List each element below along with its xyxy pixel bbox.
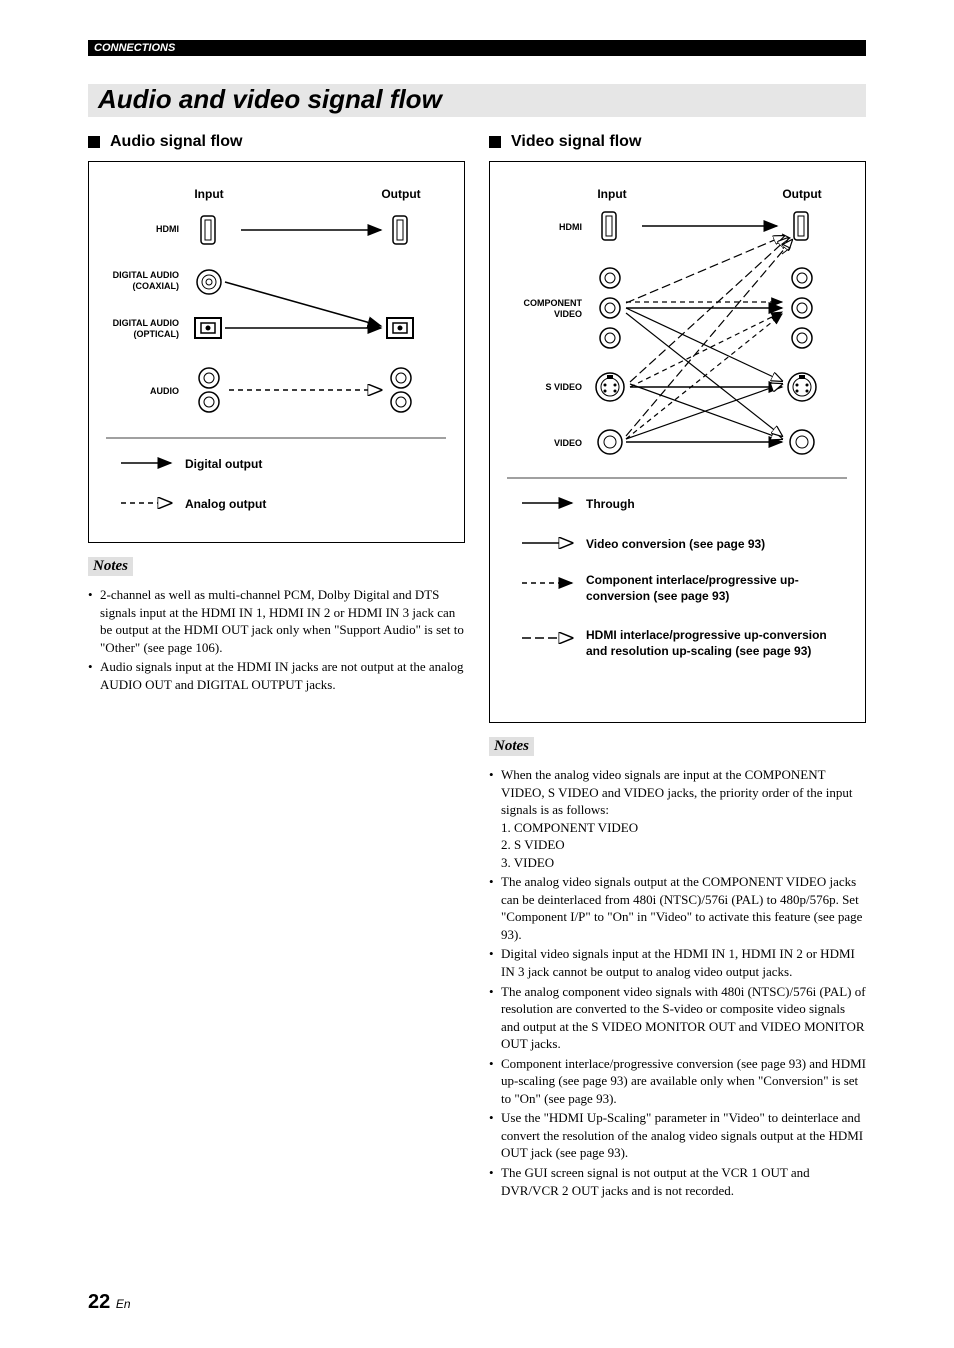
coax-to-opt-arrow — [225, 282, 381, 326]
row-comp: COMPONENT — [524, 298, 583, 308]
page-suffix: En — [116, 1297, 131, 1311]
note-item: Use the "HDMI Up-Scaling" parameter in "… — [489, 1109, 866, 1162]
hdmi-in-icon — [201, 216, 215, 244]
priority-item: 3. VIDEO — [501, 854, 866, 872]
audio-heading-text: Audio signal flow — [110, 133, 242, 151]
audio-out-icon — [391, 368, 411, 412]
columns: Audio signal flow Input Output HDMI DIGI… — [88, 133, 866, 1201]
square-bullet-icon — [489, 136, 501, 148]
video-out-icon — [790, 430, 814, 454]
audio-diagram: Input Output HDMI DIGITAL AUDIO (COAXIAL… — [88, 161, 465, 543]
legend-vc: Video conversion (see page 93) — [586, 537, 765, 551]
notes-label-right: Notes — [489, 737, 534, 756]
note-item: The analog component video signals with … — [489, 983, 866, 1053]
legend-compip: Component interlace/progressive up-conve… — [586, 573, 836, 604]
hdmi-in-icon-r — [602, 212, 616, 240]
video-to-hdmi — [626, 240, 792, 436]
note-item: The GUI screen signal is not output at t… — [489, 1164, 866, 1199]
notes-label-left: Notes — [88, 557, 133, 576]
input-label-r: Input — [597, 187, 626, 201]
right-column: Video signal flow Input Output HDMI COMP… — [489, 133, 866, 1201]
page-title: Audio and video signal flow — [98, 84, 860, 115]
legend-digital: Digital output — [185, 457, 262, 471]
audio-heading: Audio signal flow — [88, 133, 465, 151]
hdmi-out-icon-r — [794, 212, 808, 240]
priority-list: 1. COMPONENT VIDEO 2. S VIDEO 3. VIDEO — [501, 819, 866, 872]
output-label: Output — [381, 187, 420, 201]
video-diagram-svg: Input Output HDMI COMPONENT VIDEO S VIDE… — [502, 178, 852, 708]
legend-hdmiip: HDMI interlace/progressive up-conversion… — [586, 628, 836, 659]
page-number-value: 22 — [88, 1291, 110, 1313]
component-in-icon — [600, 268, 620, 348]
row-opt2: (OPTICAL) — [134, 329, 180, 339]
row-audio: AUDIO — [150, 386, 179, 396]
note-item: When the analog video signals are input … — [489, 766, 866, 871]
svideo-out-icon — [788, 373, 816, 401]
legend-through: Through — [586, 497, 635, 511]
comp-to-video — [626, 313, 782, 436]
note-item: The analog video signals output at the C… — [489, 873, 866, 943]
comp-to-hdmi — [626, 236, 784, 303]
note-intro: When the analog video signals are input … — [501, 767, 853, 817]
row-comp2: VIDEO — [554, 309, 582, 319]
svideo-in-icon — [596, 373, 624, 401]
audio-diagram-svg: Input Output HDMI DIGITAL AUDIO (COAXIAL… — [101, 178, 451, 528]
sv-to-hdmi — [630, 238, 788, 382]
row-svideo: S VIDEO — [545, 382, 582, 392]
square-bullet-icon — [88, 136, 100, 148]
row-coax: DIGITAL AUDIO — [113, 270, 179, 280]
row-video: VIDEO — [554, 438, 582, 448]
hdmi-out-icon — [393, 216, 407, 244]
priority-item: 2. S VIDEO — [501, 836, 866, 854]
note-item: Digital video signals input at the HDMI … — [489, 945, 866, 980]
row-hdmi-r: HDMI — [559, 222, 582, 232]
row-hdmi: HDMI — [156, 224, 179, 234]
note-item: Component interlace/progressive conversi… — [489, 1055, 866, 1108]
left-column: Audio signal flow Input Output HDMI DIGI… — [88, 133, 465, 1201]
input-label: Input — [194, 187, 223, 201]
audio-in-icon — [199, 368, 219, 412]
priority-item: 1. COMPONENT VIDEO — [501, 819, 866, 837]
video-diagram: Input Output HDMI COMPONENT VIDEO S VIDE… — [489, 161, 866, 723]
optical-in-icon — [195, 318, 221, 338]
optical-out-icon — [387, 318, 413, 338]
video-heading-text: Video signal flow — [511, 133, 641, 151]
coax-in-icon — [197, 270, 221, 294]
video-in-icon — [598, 430, 622, 454]
legend-analog: Analog output — [185, 497, 266, 511]
note-item: 2-channel as well as multi-channel PCM, … — [88, 586, 465, 656]
page-number: 22 En — [88, 1291, 131, 1314]
section-bar: CONNECTIONS — [88, 40, 866, 56]
main-heading-wrap: Audio and video signal flow — [88, 84, 866, 117]
notes-left: 2-channel as well as multi-channel PCM, … — [88, 586, 465, 693]
note-item: Audio signals input at the HDMI IN jacks… — [88, 658, 465, 693]
video-to-comp — [626, 314, 782, 439]
video-heading: Video signal flow — [489, 133, 866, 151]
row-coax2: (COAXIAL) — [133, 281, 180, 291]
component-out-icon — [792, 268, 812, 348]
output-label-r: Output — [782, 187, 821, 201]
notes-right: When the analog video signals are input … — [489, 766, 866, 1199]
row-opt: DIGITAL AUDIO — [113, 318, 179, 328]
